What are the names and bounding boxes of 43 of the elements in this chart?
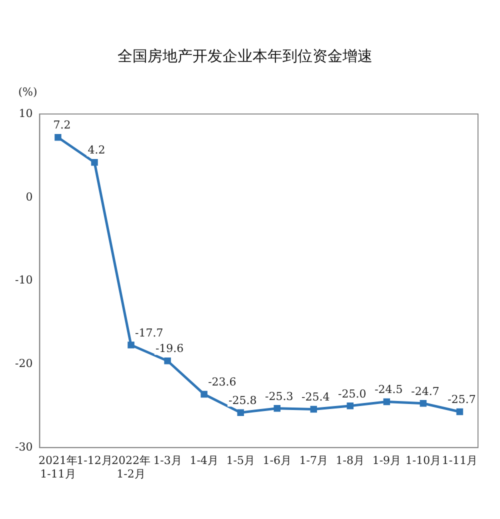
x-tick-label: 1-9月	[372, 454, 402, 468]
x-tick-label: 1-7月	[299, 454, 328, 468]
point	[200, 390, 208, 398]
point	[54, 134, 62, 141]
point	[456, 408, 464, 416]
point	[310, 406, 318, 413]
x-tick-label: 1-6月	[262, 454, 292, 468]
point	[274, 405, 280, 412]
y-tick-label: 0	[26, 190, 33, 204]
x-tick-label: 1-12月	[76, 454, 112, 468]
data-label: -25.0	[338, 387, 366, 400]
x-tick-label: 2022年 1-2月	[112, 454, 151, 480]
point	[420, 400, 427, 407]
point	[164, 357, 171, 364]
data-label: -19.6	[155, 342, 184, 356]
data-label: 4.2	[88, 144, 106, 157]
point	[128, 342, 134, 348]
point	[346, 402, 354, 410]
x-tick-label: 1-5月	[226, 454, 255, 468]
data-label: 7.2	[53, 118, 71, 132]
y-tick-label: 10	[18, 106, 33, 120]
point	[237, 409, 244, 416]
y-tick-label: -10	[14, 274, 33, 287]
data-label: -17.7	[135, 326, 164, 340]
data-label: -25.3	[265, 390, 294, 403]
x-tick-label: 1-4月	[190, 454, 218, 468]
x-tick-label: 1-10月	[405, 454, 442, 468]
data-label: -23.6	[208, 376, 236, 389]
x-tick-label: 1-3月	[153, 454, 182, 468]
data-label: -25.8	[228, 394, 257, 407]
data-label: -25.7	[448, 393, 476, 406]
y-axis-title: (%)	[18, 85, 38, 98]
point	[91, 159, 98, 166]
y-tick-label: -20	[14, 357, 33, 370]
point	[383, 398, 390, 406]
x-tick-label: 2021年 1-11月	[38, 454, 78, 480]
chart-title: 全国房地产开发企业本年到位资金增速	[118, 46, 372, 65]
data-label: -24.7	[411, 384, 440, 398]
x-tick-label: 1-8月	[336, 454, 365, 468]
y-tick-label: -30	[14, 440, 33, 454]
data-label: -25.4	[302, 390, 330, 404]
x-tick-label: 1-11月	[442, 454, 478, 468]
data-label: -24.5	[374, 383, 403, 396]
